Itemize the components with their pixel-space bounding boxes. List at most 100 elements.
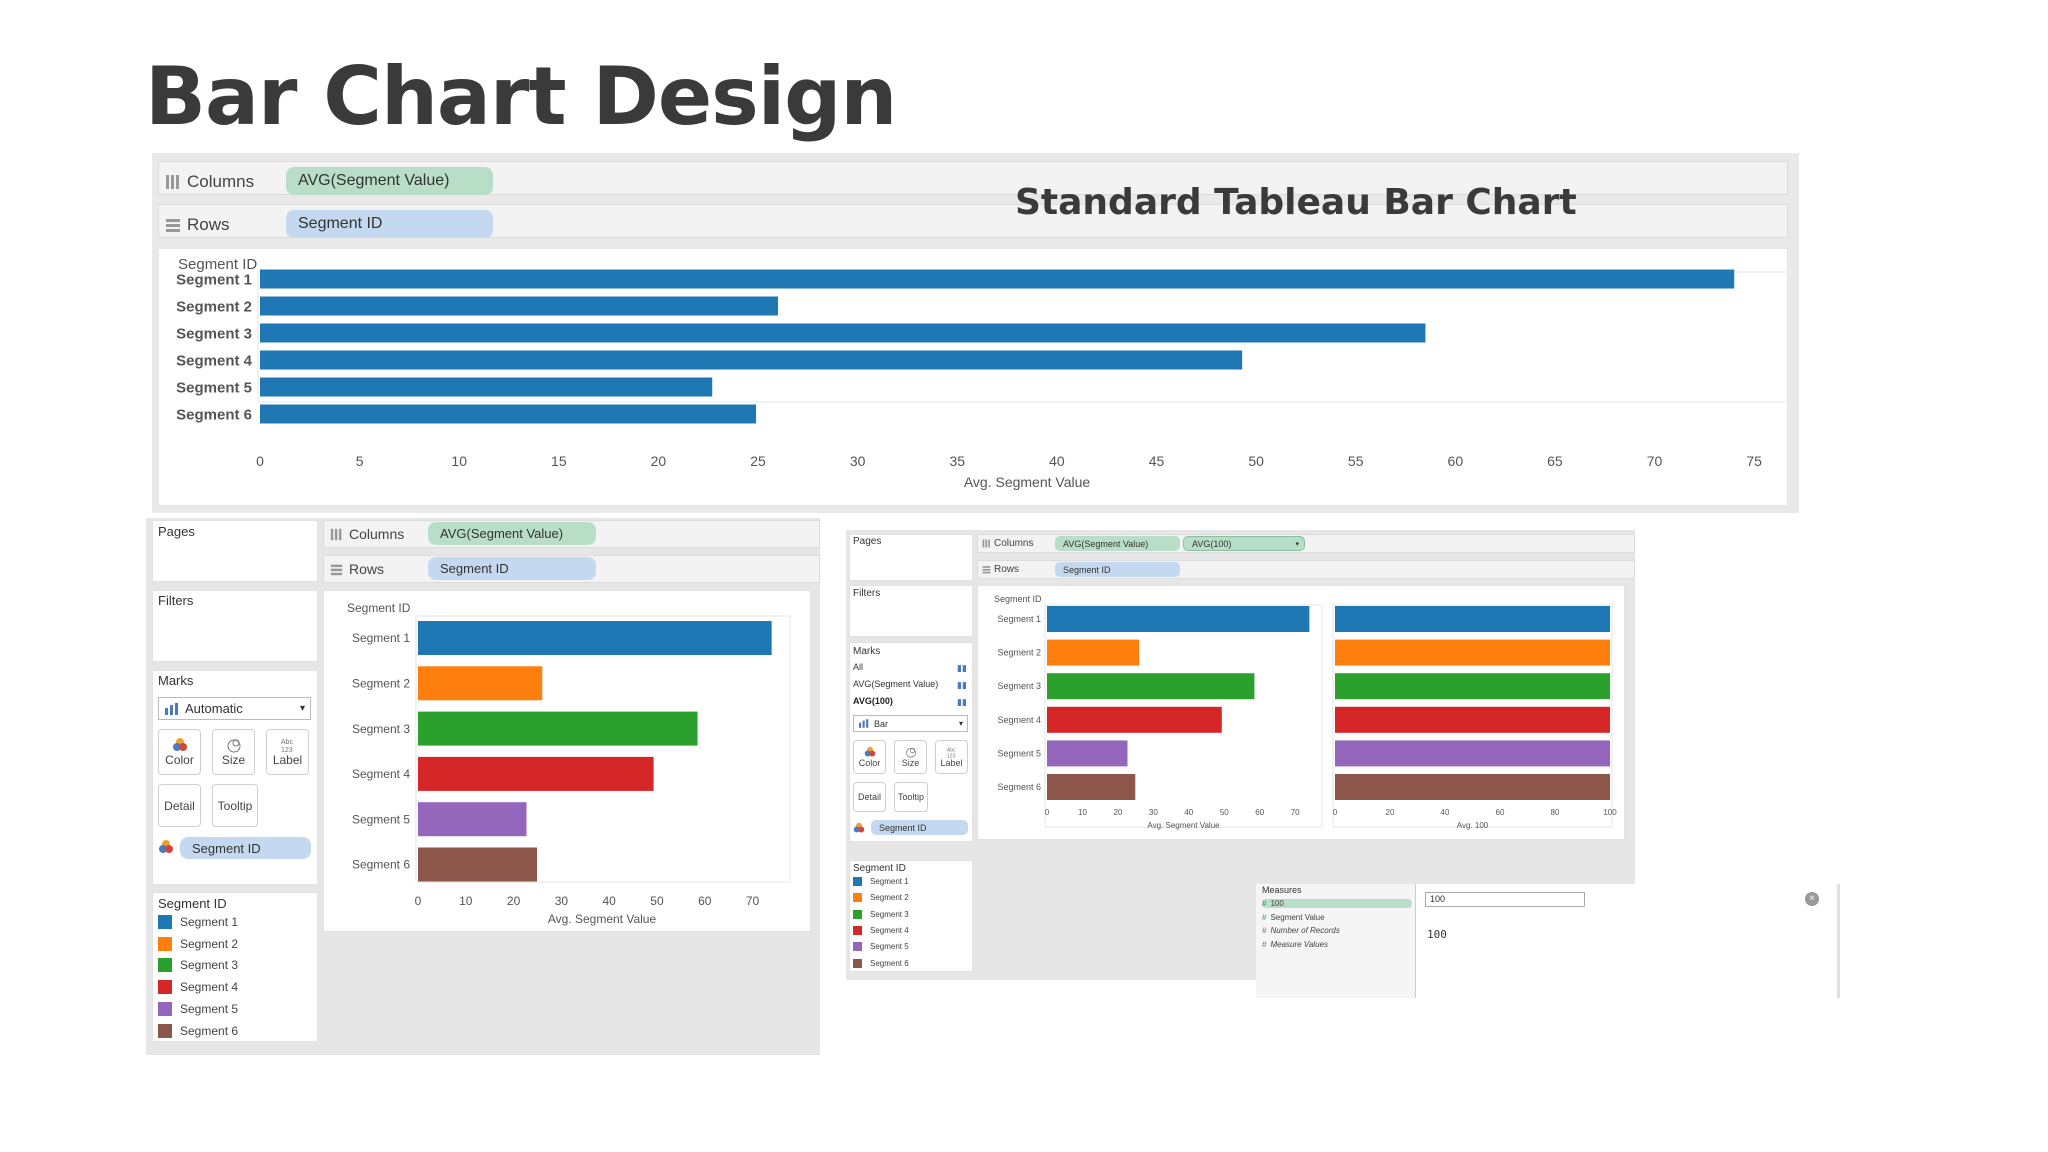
bar — [260, 404, 757, 424]
bar — [260, 323, 1426, 343]
left-columns-label: Columns — [330, 526, 404, 542]
x-tick-label: 0 — [1045, 808, 1050, 817]
right-bar-chart: Segment ID Segment 1 Segment 2 Segment 3 Seg… — [994, 594, 1617, 830]
measures-title: Measures — [1262, 885, 1302, 895]
right-rows-pill[interactable]: Segment ID — [1055, 562, 1180, 577]
category-label: Segment 4 — [352, 767, 410, 781]
x-tick-label: 20 — [1113, 808, 1122, 817]
left-rows-pill[interactable]: Segment ID — [428, 557, 596, 580]
color-icon — [864, 746, 875, 757]
svg-text:Abc: Abc — [946, 747, 955, 753]
legend-item[interactable]: Segment 5 — [158, 1001, 239, 1016]
bar — [418, 666, 543, 701]
legend-item[interactable]: Segment 5 — [853, 942, 909, 952]
legend-swatch — [853, 925, 862, 935]
category-label: Segment 4 — [176, 352, 253, 369]
slide-title: Bar Chart Design — [145, 50, 897, 143]
legend-item[interactable]: Segment 3 — [158, 958, 239, 973]
measure-item[interactable]: # Measure Values — [1262, 940, 1328, 949]
legend-label: Segment 2 — [180, 936, 239, 951]
color-icon — [159, 840, 173, 853]
right-marks-avg[interactable]: AVG(Segment Value) — [853, 679, 939, 689]
legend-swatch — [853, 893, 862, 903]
calc-divider — [1415, 884, 1416, 998]
bar — [260, 350, 1243, 370]
left-columns-pill[interactable]: AVG(Segment Value) — [428, 522, 596, 545]
calc-formula-input[interactable]: 100 — [1427, 928, 1447, 941]
size-icon — [905, 747, 916, 758]
right-marks-title: Marks — [853, 646, 881, 657]
legend-label: Segment 3 — [180, 958, 239, 973]
left-color-button[interactable]: Color — [158, 729, 201, 775]
legend-item[interactable]: Segment 2 — [853, 893, 909, 903]
right-size-button[interactable]: Size — [894, 740, 927, 774]
legend-item[interactable]: Segment 4 — [158, 980, 239, 995]
left-mark-type-select[interactable]: Automatic ▾ — [158, 697, 311, 720]
right-tooltip-button[interactable]: Tooltip — [894, 782, 928, 812]
x-tick-label: 15 — [551, 453, 567, 469]
x-tick-label: 60 — [698, 894, 712, 908]
right-marks-all[interactable]: All — [853, 662, 864, 672]
x-tick-label: 50 — [650, 894, 664, 908]
legend-item[interactable]: Segment 1 — [158, 915, 238, 929]
measure-item[interactable]: #100 — [1262, 899, 1412, 908]
legend-item[interactable]: Segment 1 — [853, 877, 909, 886]
left-tooltip-button[interactable]: Tooltip — [212, 784, 258, 827]
legend-item[interactable]: Segment 3 — [853, 909, 909, 919]
x-tick-label: 60 — [1496, 808, 1505, 817]
bar — [260, 377, 713, 397]
bar — [418, 847, 538, 882]
x-tick-label: 30 — [850, 453, 866, 469]
top-columns-pill[interactable]: AVG(Segment Value) — [286, 167, 493, 195]
legend-item[interactable]: Segment 6 — [158, 1023, 238, 1038]
right-color-button[interactable]: Color — [853, 740, 886, 774]
category-label: Segment 5 — [176, 379, 252, 396]
hash-icon: # — [1262, 912, 1267, 922]
legend-label: Segment 2 — [870, 893, 909, 903]
hash-icon: # — [1262, 926, 1267, 935]
right-detail-button[interactable]: Detail — [853, 782, 886, 812]
right-label-button[interactable]: Abc 123 Label — [935, 740, 968, 774]
legend-label: Segment 3 — [870, 909, 909, 919]
legend-swatch — [853, 877, 862, 886]
x-tick-label: 50 — [1248, 453, 1264, 469]
right-columns-pill-2[interactable]: AVG(100) ▾ — [1183, 536, 1305, 551]
right-mark-type-select[interactable]: Bar ▾ — [853, 715, 968, 732]
legend-item[interactable]: Segment 6 — [853, 958, 909, 968]
bar — [1335, 740, 1610, 767]
measure-label: Segment Value — [1270, 912, 1325, 922]
left-rows-label: Rows — [330, 561, 384, 577]
legend-label: Segment 4 — [180, 980, 239, 995]
legend-label: Segment 5 — [180, 1001, 239, 1016]
category-label: Segment 6 — [997, 782, 1041, 792]
x-axis-label: Avg. Segment Value — [964, 474, 1091, 490]
measure-label: 100 — [1270, 899, 1284, 908]
right-marks-avg100[interactable]: AVG(100) — [853, 696, 893, 706]
category-label: Segment 6 — [176, 406, 252, 423]
legend-swatch — [158, 958, 172, 973]
right-columns-pill[interactable]: AVG(Segment Value) — [1055, 536, 1180, 551]
color-icon — [853, 822, 865, 833]
calc-name-input[interactable]: 100 — [1425, 892, 1585, 907]
left-detail-button[interactable]: Detail — [158, 784, 201, 827]
left-legend-panel — [152, 892, 318, 1042]
left-label-button[interactable]: Abc 123 Label — [266, 729, 309, 775]
measure-item[interactable]: # Segment Value — [1262, 913, 1325, 922]
legend-item[interactable]: Segment 2 — [158, 936, 239, 951]
bar — [418, 621, 772, 655]
svg-text:123: 123 — [946, 753, 955, 758]
left-pages-panel — [152, 520, 318, 582]
legend-label: Segment 5 — [870, 942, 909, 952]
close-icon[interactable]: × — [1805, 892, 1819, 906]
legend-swatch — [158, 980, 172, 995]
legend-item[interactable]: Segment 4 — [853, 925, 909, 935]
x-tick-label: 25 — [750, 453, 766, 469]
left-size-button[interactable]: Size — [212, 729, 255, 775]
measure-item[interactable]: # Number of Records — [1262, 926, 1340, 935]
right-legend-title: Segment ID — [853, 863, 906, 874]
bar — [1047, 606, 1310, 632]
hash-icon: # — [1262, 899, 1267, 908]
top-rows-pill[interactable]: Segment ID — [286, 210, 493, 238]
left-color-pill[interactable]: Segment ID — [180, 837, 311, 859]
right-color-pill[interactable]: Segment ID — [871, 820, 968, 835]
